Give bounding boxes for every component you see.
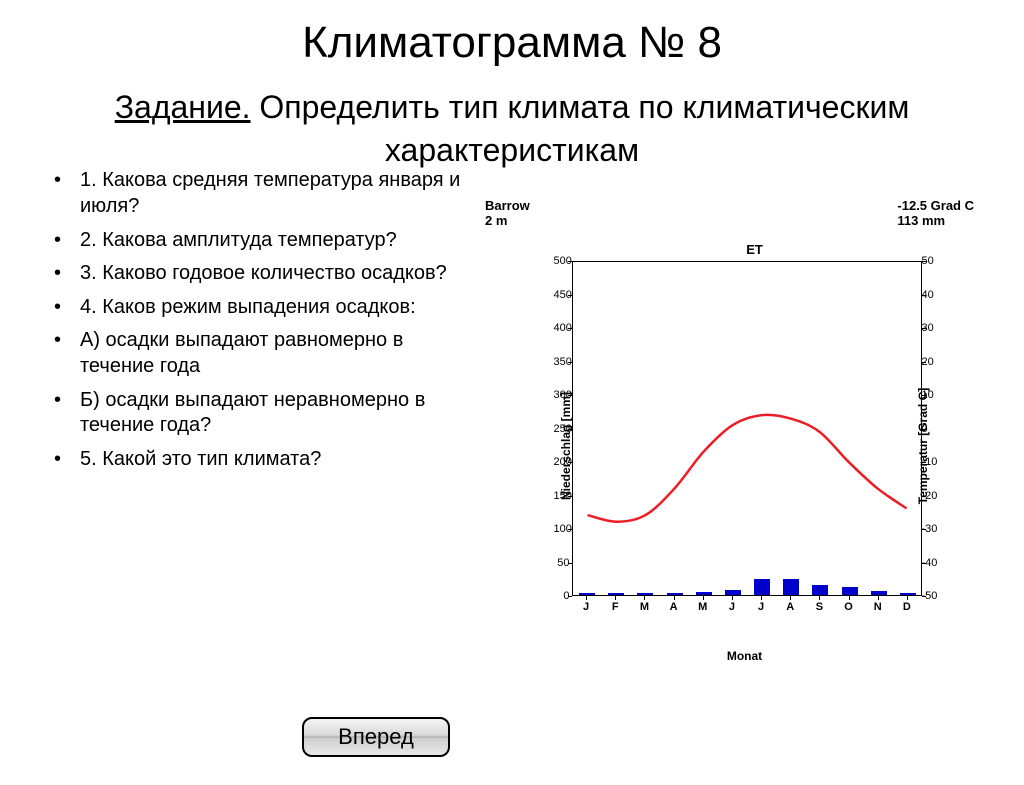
temperature-line: [573, 262, 921, 595]
precip-bar: [754, 579, 770, 595]
station-elevation: 2 m: [485, 213, 530, 228]
plot-wrap: Niederschlag [mm] Temperatur [Grad C] Mo…: [520, 261, 970, 631]
x-tick: O: [844, 601, 853, 613]
precip-bar: [608, 593, 624, 596]
precip-bar: [696, 592, 712, 595]
precip-bar: [783, 579, 799, 596]
page-title: Климатограмма № 8: [0, 18, 1024, 68]
plot-area: [572, 261, 922, 596]
question-item: 4. Каков режим выпадения осадков:: [54, 295, 465, 321]
task-label: Задание.: [115, 89, 251, 125]
precip-bar: [637, 593, 653, 595]
station-info: Barrow 2 m: [485, 198, 530, 228]
question-item: Б) осадки выпадают неравномерно в течени…: [54, 388, 465, 439]
questions-list: 1. Какова средняя температура января и и…: [54, 168, 465, 472]
forward-button[interactable]: Вперед: [302, 717, 450, 757]
x-tick: F: [612, 601, 619, 613]
precip-bar: [842, 587, 858, 595]
precip-bar: [871, 591, 887, 595]
precip-bar: [725, 590, 741, 595]
x-tick: M: [640, 601, 649, 613]
x-tick: N: [874, 601, 882, 613]
x-axis-label: Monat: [520, 649, 970, 663]
x-tick: M: [698, 601, 707, 613]
station-stats: -12.5 Grad C 113 mm: [897, 198, 974, 228]
questions-panel: 1. Какова средняя температура января и и…: [0, 164, 465, 631]
question-item: 2. Какова амплитуда температур?: [54, 228, 465, 254]
chart-panel: Barrow 2 m -12.5 Grad C 113 mm ET Nieder…: [465, 164, 1024, 631]
x-tick: J: [729, 601, 735, 613]
x-tick: A: [786, 601, 794, 613]
x-tick: S: [816, 601, 823, 613]
stat-annual-precip: 113 mm: [897, 213, 974, 228]
precip-bar: [900, 593, 916, 596]
chart-header: Barrow 2 m -12.5 Grad C 113 mm: [465, 198, 1024, 228]
stat-mean-temp: -12.5 Grad C: [897, 198, 974, 213]
question-item: А) осадки выпадают равномерно в течение …: [54, 328, 465, 379]
question-item: 5. Какой это тип климата?: [54, 447, 465, 473]
x-tick: J: [758, 601, 764, 613]
y-axis-left-label: Niederschlag [mm]: [559, 392, 573, 500]
station-name: Barrow: [485, 198, 530, 213]
precip-bar: [812, 585, 828, 596]
precip-bar: [667, 593, 683, 596]
x-tick: A: [670, 601, 678, 613]
task-text: Определить тип климата по климатическим …: [251, 89, 910, 168]
temperature-curve: [587, 415, 906, 522]
content-row: 1. Какова средняя температура января и и…: [0, 164, 1024, 631]
x-tick: J: [583, 601, 589, 613]
x-tick: D: [903, 601, 911, 613]
question-item: 3. Каково годовое количество осадков?: [54, 261, 465, 287]
question-item: 1. Какова средняя температура января и и…: [54, 168, 465, 219]
task-subtitle: Задание. Определить тип климата по клима…: [0, 86, 1024, 172]
precip-bar: [579, 593, 595, 596]
